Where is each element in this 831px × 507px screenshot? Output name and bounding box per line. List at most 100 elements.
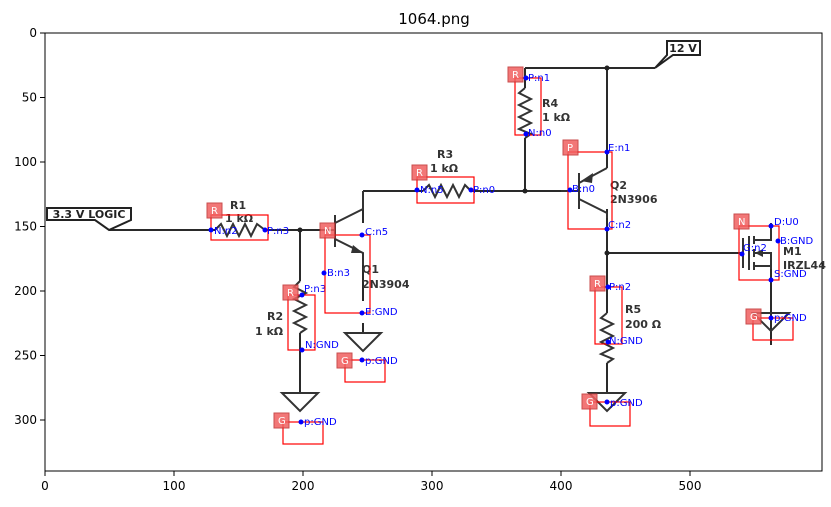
ground-symbol-2	[342, 332, 384, 353]
y-tick-label: 0	[29, 26, 37, 40]
junction-dots	[297, 65, 610, 256]
component-labels: R1 1 kΩ R2 1 kΩ R3 1 kΩ R4 1 kΩ R5 200 Ω…	[225, 97, 826, 338]
detection-r4-pin-1: P:n1	[528, 73, 550, 84]
ground-symbol-1	[279, 392, 321, 413]
detection-m1-tag-box	[733, 213, 750, 230]
detection-q1-pin-3: E:GND	[365, 307, 398, 318]
detection-g2: G p:GND	[336, 352, 398, 383]
detection-r5-pin-1: P:n2	[609, 282, 631, 293]
resistor-r4-symbol	[516, 87, 534, 139]
detection-r1-pin-1: N:n2	[214, 226, 238, 237]
y-tick-label: 50	[22, 91, 37, 105]
r2-label: R2	[267, 310, 283, 323]
detection-r1: R N:n2 P:n3	[206, 202, 289, 241]
detection-r5-tag: R	[594, 279, 601, 290]
detection-q1: N C:n5 B:n3 E:GND	[319, 222, 398, 318]
detection-g4-tag-box	[745, 308, 762, 325]
detection-q2-pin-1: E:n1	[608, 143, 630, 154]
resistor-r1-symbol	[214, 221, 266, 239]
vcc-flag-label: 12 V	[669, 42, 697, 55]
detection-r2-pin-1: P:n3	[304, 284, 326, 295]
resistor-r3-symbol	[422, 182, 472, 200]
detection-g4: G p:GND	[745, 308, 807, 341]
detection-g1-tag-box	[273, 412, 290, 429]
x-tick-label: 100	[163, 479, 186, 493]
detection-g4-tag: G	[750, 312, 758, 323]
detection-r1-pin-2: P:n3	[267, 226, 289, 237]
detection-m1-pin-4: S:GND	[774, 269, 807, 280]
detection-g3: G p:GND	[581, 393, 643, 427]
detection-r2: R P:n3 N:GND	[282, 284, 339, 353]
m1-label: M1	[783, 245, 802, 258]
detection-m1-pin-1: D:U0	[774, 217, 799, 228]
detection-r2-tag-box	[282, 284, 299, 301]
detection-r5-tag-box	[589, 275, 606, 292]
q2-label: Q2	[610, 179, 627, 192]
detection-g2-pin-1: p:GND	[365, 356, 398, 367]
detection-r5: R P:n2 N:GND	[589, 275, 643, 347]
q2-value: 2N3906	[610, 193, 658, 206]
x-tick-label: 500	[679, 479, 702, 493]
figure-title: 1064.png	[398, 10, 470, 28]
detection-q2-pin-2: B:n0	[572, 184, 595, 195]
logic-flag: 3.3 V LOGIC	[46, 207, 132, 232]
r5-label: R5	[625, 303, 641, 316]
y-axis-ticks: 0 50 100 150 200 250 300	[14, 26, 45, 427]
detection-r2-pin-2: N:GND	[305, 340, 339, 351]
detection-r1-tag-box	[206, 202, 223, 219]
detection-q1-tag: N	[324, 226, 331, 237]
r4-label: R4	[542, 97, 558, 110]
r3-label: R3	[437, 148, 453, 161]
detection-g4-pin-1: p:GND	[774, 313, 807, 324]
detection-r5-pin-2: N:GND	[609, 336, 643, 347]
vcc-flag: 12 V	[654, 40, 701, 69]
detection-r4: R P:n1 N:n0	[507, 66, 552, 139]
logic-flag-label: 3.3 V LOGIC	[53, 208, 126, 221]
resistor-r5-symbol	[598, 312, 616, 364]
detection-q2: P E:n1 B:n0 C:n2	[562, 139, 631, 232]
y-tick-label: 250	[14, 349, 37, 363]
detection-m1-pin-3: G:n2	[743, 243, 767, 254]
detection-m1-pin-2: B:GND	[780, 236, 813, 247]
r1-label: R1	[230, 199, 246, 212]
x-axis-ticks: 0 100 200 300 400 500	[41, 471, 701, 493]
detection-m1: N D:U0 B:GND G:n2 S:GND	[733, 213, 813, 283]
q1-value: 2N3904	[362, 278, 410, 291]
x-tick-label: 0	[41, 479, 49, 493]
detection-r4-pin-2: N:n0	[528, 128, 552, 139]
y-tick-label: 100	[14, 155, 37, 169]
r1-value: 1 kΩ	[225, 212, 254, 225]
detection-r2-tag: R	[287, 288, 294, 299]
m1-value: IRZL44	[783, 259, 826, 272]
detection-q1-pin-2: B:n3	[327, 268, 350, 279]
x-tick-label: 400	[550, 479, 573, 493]
detection-q2-pin-3: C:n2	[608, 220, 631, 231]
detection-g3-tag-box	[581, 393, 598, 410]
detection-r4-tag: R	[512, 70, 519, 81]
x-tick-label: 300	[421, 479, 444, 493]
detection-g1-tag: G	[278, 416, 286, 427]
detection-g3-tag: G	[586, 397, 594, 408]
detection-q2-tag-box	[562, 139, 579, 156]
detection-r3: R N:n5 P:n0	[411, 164, 495, 204]
detection-m1-tag: N	[738, 217, 745, 228]
y-tick-label: 300	[14, 413, 37, 427]
ground-symbol-4	[750, 312, 792, 333]
detection-g2-tag-box	[336, 352, 353, 369]
detection-r3-pin-1: N:n5	[420, 185, 444, 196]
resistor-r2-symbol	[291, 280, 309, 334]
detection-q1-tag-box	[319, 222, 336, 239]
schematic-plot: 12 V 3.3 V LOGIC R1 1 kΩ R2 1 kΩ R3 1 kΩ…	[46, 40, 826, 445]
r5-value: 200 Ω	[625, 318, 662, 331]
detection-r4-tag-box	[507, 66, 524, 83]
r4-value: 1 kΩ	[542, 111, 571, 124]
detection-r3-pin-2: P:n0	[473, 185, 495, 196]
detection-r3-tag: R	[416, 168, 423, 179]
r2-value: 1 kΩ	[255, 325, 284, 338]
detection-g3-pin-1: p:GND	[610, 398, 643, 409]
detection-g1: G p:GND	[273, 412, 337, 445]
detection-q1-pin-1: C:n5	[365, 227, 388, 238]
transistor-q2-symbol	[561, 167, 608, 218]
r3-value: 1 kΩ	[430, 162, 459, 175]
detection-r3-tag-box	[411, 164, 428, 181]
